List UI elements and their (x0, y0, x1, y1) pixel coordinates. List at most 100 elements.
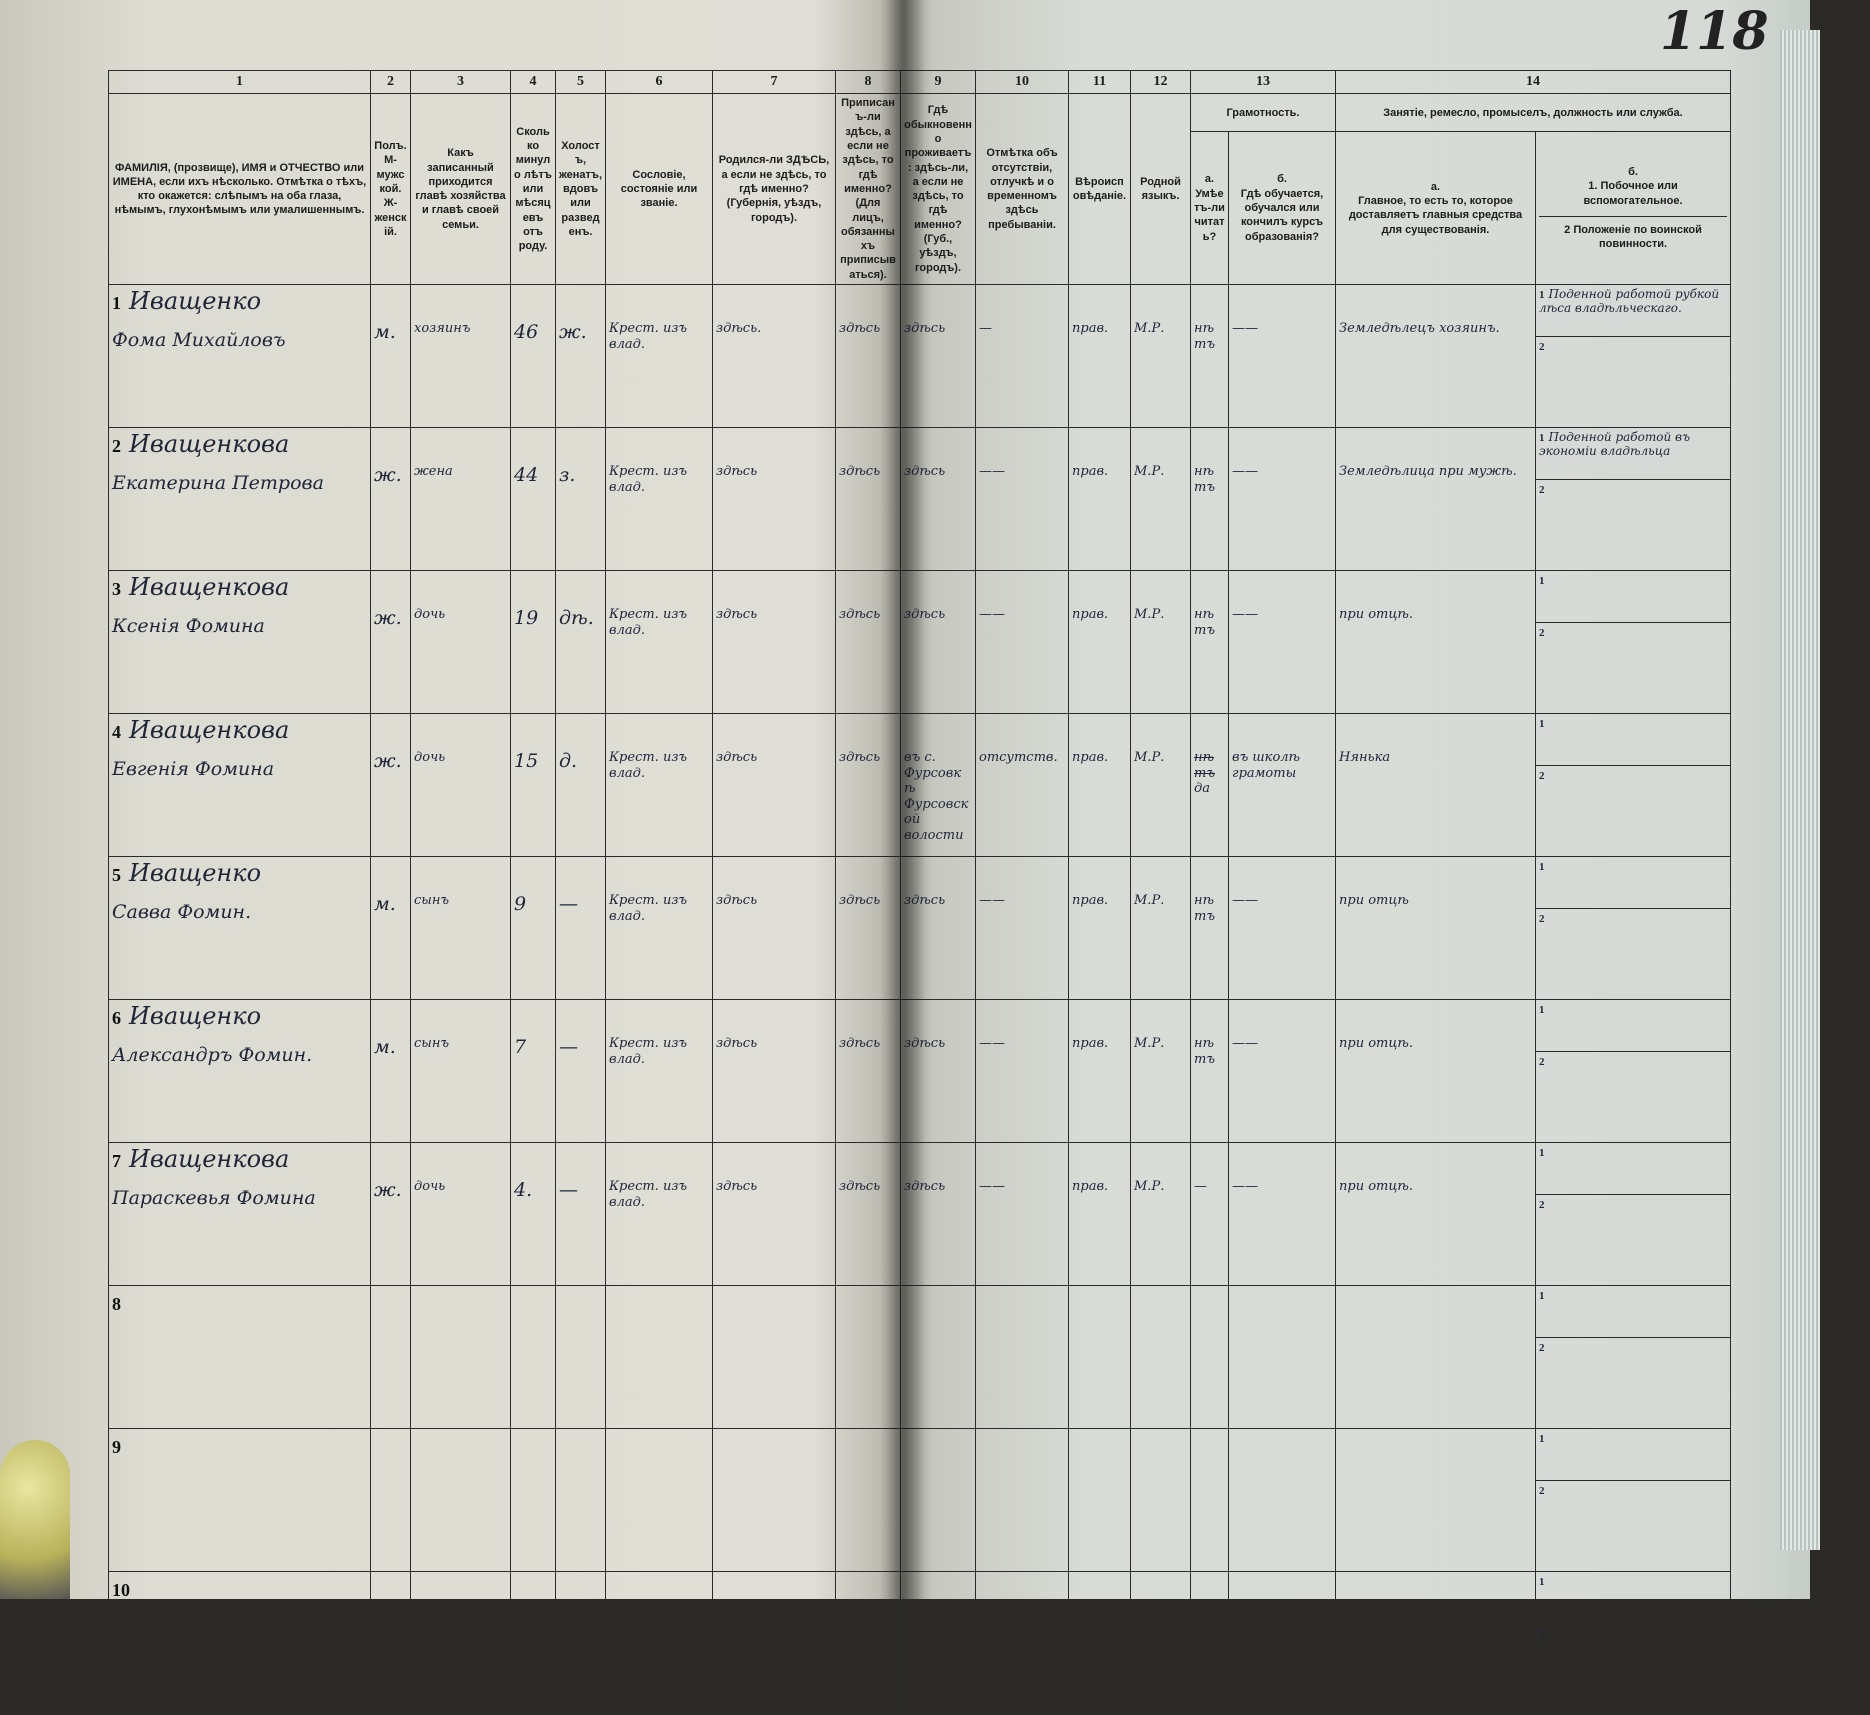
cell-relation: сынъ (410, 999, 511, 1144)
absence-value: —— (979, 1036, 1005, 1052)
sub-row-label: 2 (1539, 1056, 1545, 1069)
cell-sex: ж. (370, 427, 411, 572)
marital-value: — (559, 893, 578, 916)
relation-value: жена (414, 464, 453, 480)
marital-value: ж. (559, 321, 587, 344)
column-number: 4 (510, 69, 556, 95)
relation-value: дочь (414, 607, 446, 623)
column-number: 5 (555, 69, 606, 95)
subcolumn-header: б. Гдѣ обучается, обучался или кончилъ ку… (1228, 131, 1336, 286)
column-header: Родной языкъ. (1130, 93, 1191, 286)
school-value: —— (1232, 607, 1258, 623)
estate-value: Крест. изъ влад. (609, 1036, 688, 1067)
literate-value: — (1194, 1179, 1207, 1195)
occupation-value: Нянька (1339, 750, 1391, 766)
age-value: 44 (514, 464, 539, 487)
cell-born: здѣсь (712, 1142, 836, 1287)
cell-sex (370, 1571, 411, 1715)
cell-residence (900, 1428, 976, 1573)
cell-residence: здѣсь (900, 856, 976, 1001)
religion-value: прав. (1072, 1179, 1109, 1195)
cell-language: М.Р. (1130, 427, 1191, 572)
cell-marital (555, 1571, 606, 1715)
school-value: —— (1232, 1179, 1258, 1195)
cell-marital: дѣ. (555, 570, 606, 715)
born-value: здѣсь (716, 607, 758, 623)
born-value: здѣсь (716, 893, 758, 909)
cell-sex: м. (370, 856, 411, 1001)
subcolumn-letter: б. (1628, 165, 1638, 178)
residence-value: здѣсь (904, 893, 946, 909)
cell-language: М.Р. (1130, 856, 1191, 1001)
cell-marital: з. (555, 427, 606, 572)
cell-relation: хозяинъ (410, 284, 511, 429)
cell-school: —— (1228, 284, 1336, 429)
relation-value: сынъ (414, 893, 450, 909)
sub-row-label: 2 (1539, 913, 1545, 926)
cell-residence (900, 1285, 976, 1430)
religion-value: прав. (1072, 607, 1109, 623)
occupation-value: Земледѣлецъ хозяинъ. (1339, 321, 1500, 337)
sex-value: ж. (374, 1179, 402, 1202)
column-number: 13 (1190, 69, 1336, 95)
column-number: 10 (975, 69, 1069, 95)
given-name: Екатерина Петрова (112, 472, 324, 495)
table-row: 6 Иващенко Александръ Фомин. м. сынъ 7 — Крест.… (108, 999, 1731, 1144)
cell-name: 5 Иващенко Савва Фомин. (108, 856, 371, 1001)
cell-literate (1190, 1428, 1229, 1573)
column-header: Отмѣтка объ отсутствіи, отлучкѣ и о врем… (975, 93, 1069, 286)
cell-secondary-occupation: 1 Поденной работой въ экономіи владѣльца 2 (1535, 427, 1731, 572)
cell-name: 4 Иващенкова Евгенія Фомина (108, 713, 371, 858)
cell-language (1130, 1285, 1191, 1430)
residence-value: здѣсь (904, 321, 946, 337)
cell-registered: здѣсь (835, 284, 901, 429)
cell-religion (1068, 1428, 1131, 1573)
table-row: 2 Иващенкова Екатерина Петрова ж. жена 44 з. Кр… (108, 427, 1731, 572)
column-group-header: Занятіе, ремесло, промыселъ, должность и… (1335, 93, 1731, 133)
age-value: 15 (514, 750, 539, 773)
row-number: 5 (112, 865, 121, 886)
table-row: 3 Иващенкова Ксенія Фомина ж. дочь 19 дѣ. Крест… (108, 570, 1731, 715)
cell-sex: м. (370, 999, 411, 1144)
absence-value: —— (979, 464, 1005, 480)
row-number: 8 (112, 1294, 121, 1315)
cell-absence (975, 1571, 1069, 1715)
struck-value: нѣтъ (1194, 750, 1215, 781)
subcolumn-header: б. 1. Побочное или вспомогательное. 2 Поло… (1535, 131, 1731, 286)
cell-estate: Крест. изъ влад. (605, 427, 713, 572)
cell-registered: здѣсь (835, 713, 901, 858)
cell-relation: жена (410, 427, 511, 572)
cell-absence (975, 1428, 1069, 1573)
cell-absence: —— (975, 570, 1069, 715)
age-value: 46 (514, 321, 539, 344)
cell-marital: ж. (555, 284, 606, 429)
cell-secondary-occupation: 1 Поденной работой рубкой лѣса владѣльчес… (1535, 284, 1731, 429)
sub-row-label: 2 (1539, 627, 1545, 640)
cell-name: 9 (108, 1428, 371, 1573)
cell-school: —— (1228, 570, 1336, 715)
cell-marital: — (555, 856, 606, 1001)
cell-age: 15 (510, 713, 556, 858)
cell-relation (410, 1571, 511, 1715)
surname: Иващенкова (129, 430, 290, 459)
cell-age (510, 1571, 556, 1715)
cell-school (1228, 1428, 1336, 1573)
absence-value: отсутств. (979, 750, 1058, 766)
cell-occupation: при отцѣ. (1335, 1142, 1536, 1287)
row-number: 4 (112, 722, 121, 743)
cell-registered (835, 1285, 901, 1430)
cell-religion: прав. (1068, 856, 1131, 1001)
cell-relation: сынъ (410, 856, 511, 1001)
column-number: 12 (1130, 69, 1191, 95)
religion-value: прав. (1072, 1036, 1109, 1052)
cell-name: 7 Иващенкова Параскевья Фомина (108, 1142, 371, 1287)
column-header: Сколько минуло лѣтъ или мѣсяцевъ отъ род… (510, 93, 556, 286)
cell-residence: здѣсь (900, 284, 976, 429)
cell-residence: здѣсь (900, 999, 976, 1144)
cell-marital (555, 1428, 606, 1573)
marital-value: д. (559, 750, 578, 773)
cell-language: М.Р. (1130, 284, 1191, 429)
cell-school (1228, 1285, 1336, 1430)
